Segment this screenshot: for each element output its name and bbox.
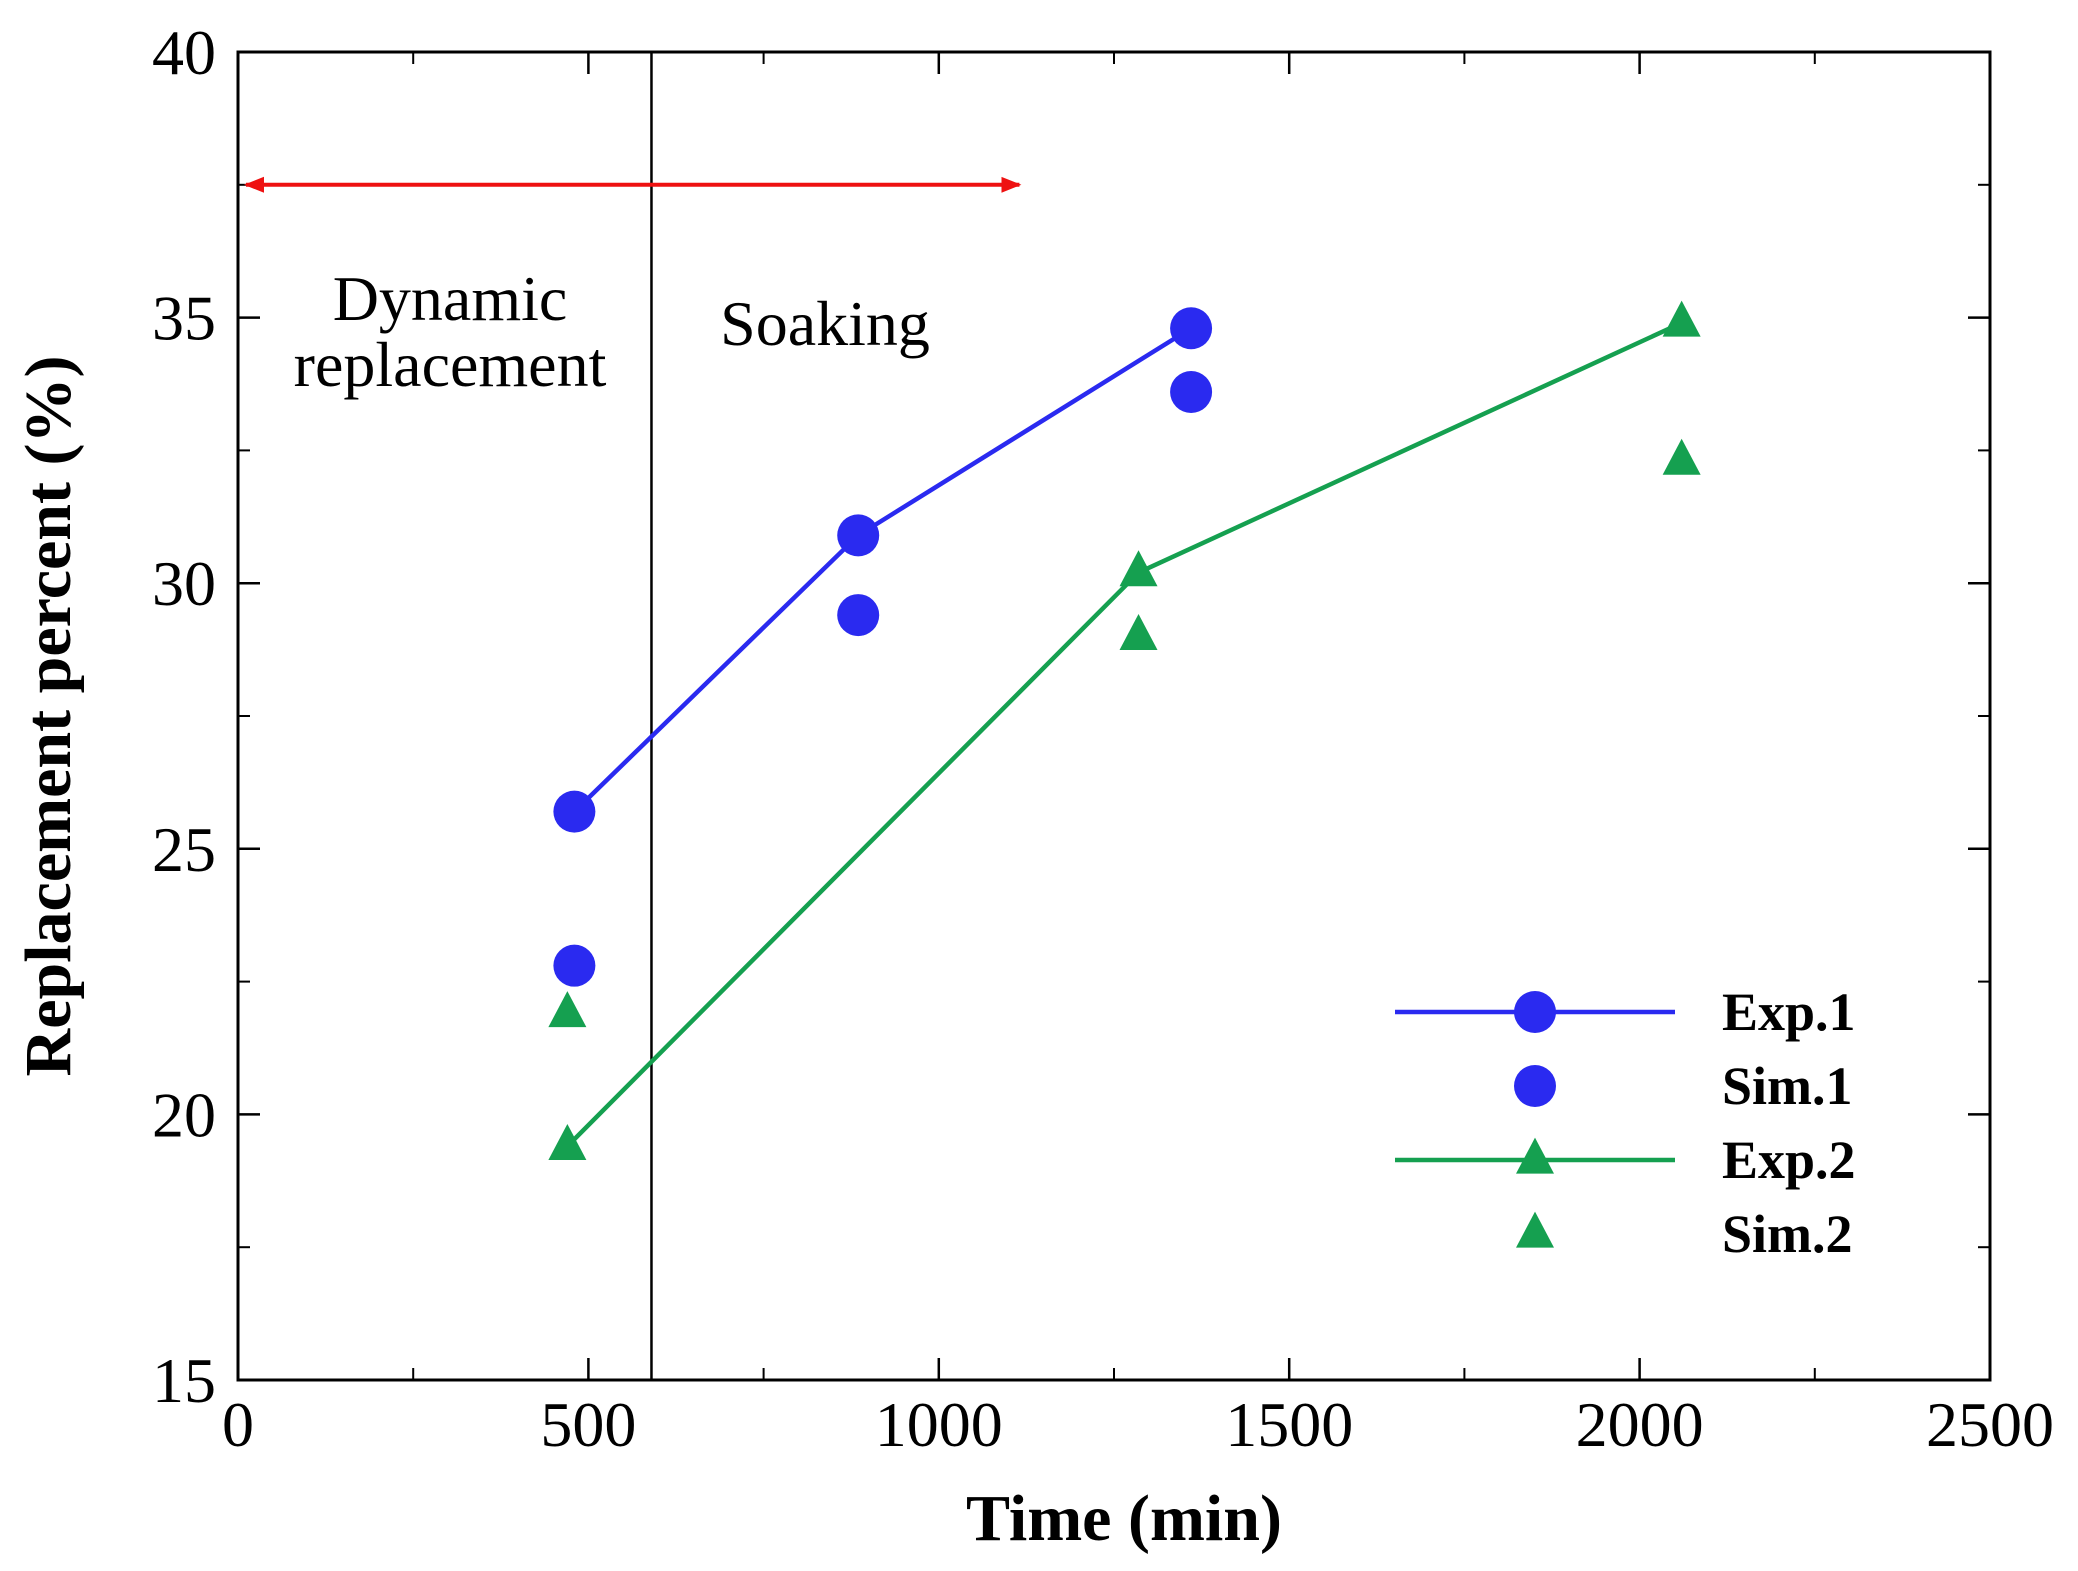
- annotations: Dynamic replacement Soaking: [244, 52, 1022, 1380]
- legend-marker-triangle: [1516, 1211, 1554, 1248]
- legend-label: Sim.2: [1722, 1204, 1853, 1264]
- x-tick-label: 0: [222, 1389, 254, 1460]
- legend-entry: Exp.1: [1395, 982, 1856, 1042]
- data-point-circle: [553, 790, 596, 833]
- data-point-circle: [837, 594, 880, 637]
- series-exp1: [553, 307, 1213, 833]
- x-tick-label: 2500: [1926, 1389, 2054, 1460]
- x-axis-title: Time (min): [966, 1482, 1282, 1555]
- legend-entry: Sim.1: [1514, 1056, 1853, 1116]
- data-point-triangle: [1662, 438, 1701, 475]
- legend: Exp.1 Sim.1 Exp.2 Sim.2: [1395, 982, 1856, 1264]
- axes: 0 500 1000 1500 2000 2500 15 20 25 30 35 40: [152, 17, 2054, 1460]
- data-point-triangle: [1119, 550, 1158, 587]
- annotation-line: Dynamic: [333, 263, 568, 334]
- legend-entry: Exp.2: [1395, 1130, 1856, 1190]
- legend-entry: Sim.2: [1516, 1204, 1853, 1264]
- annotation-line: Soaking: [720, 288, 930, 359]
- data-point-circle: [1170, 307, 1213, 350]
- x-tick-label: 1500: [1225, 1389, 1353, 1460]
- data-point-circle: [553, 944, 596, 987]
- x-tick-label: 1000: [875, 1389, 1003, 1460]
- y-tick-label: 15: [152, 1345, 216, 1416]
- legend-label: Sim.1: [1722, 1056, 1853, 1116]
- y-axis-title: Replacement percent (%): [12, 356, 85, 1077]
- series-sim1: [553, 370, 1213, 987]
- legend-marker-triangle: [1516, 1137, 1554, 1174]
- legend-marker-circle: [1514, 1065, 1556, 1107]
- annotation-line: replacement: [294, 329, 607, 400]
- data-point-circle: [1170, 370, 1213, 413]
- series-line: [565, 320, 1683, 1148]
- series-sim2: [548, 438, 1701, 1028]
- legend-label: Exp.2: [1722, 1130, 1856, 1190]
- data-point-triangle: [548, 991, 587, 1028]
- x-tick-label: 2000: [1576, 1389, 1704, 1460]
- y-tick-label: 20: [152, 1079, 216, 1150]
- data-point-triangle: [548, 1123, 587, 1160]
- y-tick-label: 35: [152, 283, 216, 354]
- series-exp2: [548, 300, 1701, 1160]
- annotation-left: Dynamic replacement: [294, 263, 607, 400]
- series-group: [548, 300, 1701, 1160]
- annotation-right: Soaking: [720, 288, 930, 359]
- data-point-triangle: [1662, 300, 1701, 337]
- series-line: [572, 326, 1193, 814]
- y-tick-label: 25: [152, 814, 216, 885]
- x-tick-label: 500: [540, 1389, 636, 1460]
- legend-label: Exp.1: [1722, 982, 1856, 1042]
- data-point-circle: [837, 514, 880, 557]
- y-tick-label: 30: [152, 548, 216, 619]
- data-point-triangle: [1119, 614, 1158, 650]
- y-tick-label: 40: [152, 17, 216, 88]
- legend-marker-circle: [1514, 991, 1556, 1033]
